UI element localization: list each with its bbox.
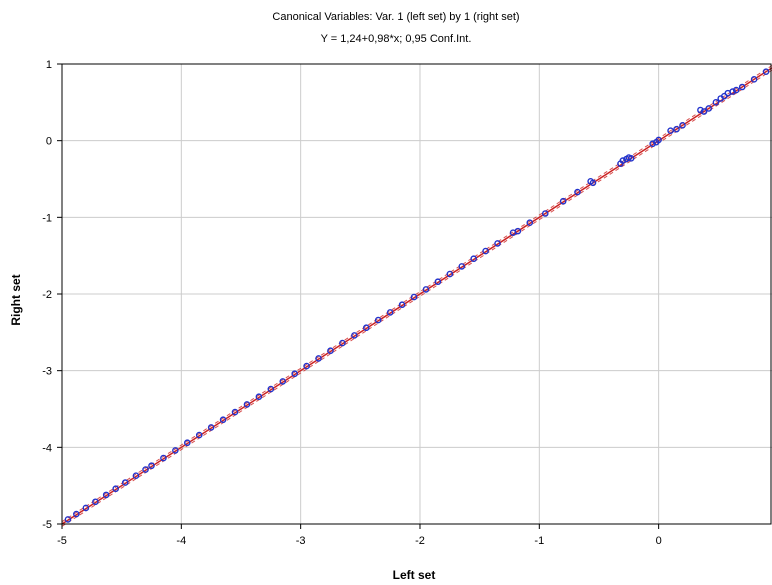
y-axis-ticks: 1 0 -1 -2 -3 -4 -5 <box>42 59 62 531</box>
data-point <box>574 188 581 196</box>
data-point <box>705 105 713 112</box>
data-point <box>422 286 430 293</box>
data-point <box>649 140 656 148</box>
chart-subtitle: Y = 1,24+0,98*x; 0,95 Conf.Int. <box>321 33 472 45</box>
data-point <box>434 278 442 286</box>
data-point <box>64 516 72 523</box>
data-point <box>327 347 334 355</box>
data-point <box>655 136 662 144</box>
data-point <box>255 393 263 401</box>
data-point <box>172 447 179 454</box>
data-point <box>762 68 770 75</box>
data-point <box>121 479 129 486</box>
data-point <box>386 309 394 316</box>
data-point <box>112 485 119 493</box>
data-point <box>339 339 346 347</box>
x-tick-label: -5 <box>57 535 67 547</box>
x-tick-label: -2 <box>415 535 425 547</box>
data-point <box>291 370 298 378</box>
data-point <box>514 227 522 235</box>
data-point <box>700 108 708 115</box>
x-tick-label: -1 <box>534 535 544 547</box>
data-point <box>750 76 758 83</box>
y-tick-label: -4 <box>42 442 52 454</box>
data-point <box>526 219 534 226</box>
y-tick-label: -1 <box>42 212 52 224</box>
data-point <box>102 491 110 499</box>
data-point <box>673 125 680 133</box>
data-point <box>207 424 215 431</box>
data-point <box>132 472 140 480</box>
y-tick-label: -2 <box>42 289 52 301</box>
data-point <box>303 362 310 370</box>
data-point <box>732 86 740 94</box>
grid <box>62 64 772 524</box>
chart-title: Canonical Variables: Var. 1 (left set) b… <box>272 11 519 23</box>
data-point <box>195 431 203 439</box>
data-point <box>589 179 597 187</box>
y-tick-label: -3 <box>42 366 52 378</box>
data-point <box>374 316 382 324</box>
data-point <box>738 83 746 91</box>
data-point <box>482 247 489 255</box>
x-tick-label: -3 <box>296 535 306 547</box>
data-point <box>92 498 99 506</box>
data-point <box>541 210 549 217</box>
y-axis-label: Right set <box>9 274 23 325</box>
data-point <box>458 263 466 270</box>
data-point <box>470 255 477 263</box>
data-point <box>142 466 149 473</box>
data-point <box>627 154 635 162</box>
data-point <box>160 454 167 462</box>
data-point <box>398 301 406 309</box>
data-point <box>667 127 674 134</box>
data-point <box>559 197 567 205</box>
data-point <box>267 385 275 393</box>
data-point <box>679 122 686 129</box>
x-tick-label: 0 <box>656 535 662 547</box>
x-tick-label: -4 <box>176 535 186 547</box>
x-axis-ticks: -5 -4 -3 -2 -1 0 <box>57 524 662 547</box>
data-point <box>82 504 90 512</box>
data-point <box>410 293 418 301</box>
data-point <box>73 510 80 518</box>
data-points <box>64 68 770 523</box>
data-point <box>315 355 322 362</box>
y-tick-label: 0 <box>46 136 52 148</box>
data-point <box>279 378 287 385</box>
data-point <box>219 416 227 424</box>
data-point <box>362 324 370 332</box>
data-point <box>697 106 704 114</box>
data-point <box>183 439 191 447</box>
data-point <box>712 99 720 106</box>
data-point <box>351 332 358 339</box>
data-point <box>619 157 627 164</box>
data-point <box>446 270 454 278</box>
data-point <box>148 462 155 470</box>
y-tick-label: 1 <box>46 59 52 71</box>
data-point <box>243 401 251 408</box>
data-point <box>231 408 239 416</box>
y-tick-label: -5 <box>42 519 52 531</box>
x-axis-label: Left set <box>393 568 436 582</box>
data-point <box>729 88 736 95</box>
data-point <box>494 240 501 247</box>
